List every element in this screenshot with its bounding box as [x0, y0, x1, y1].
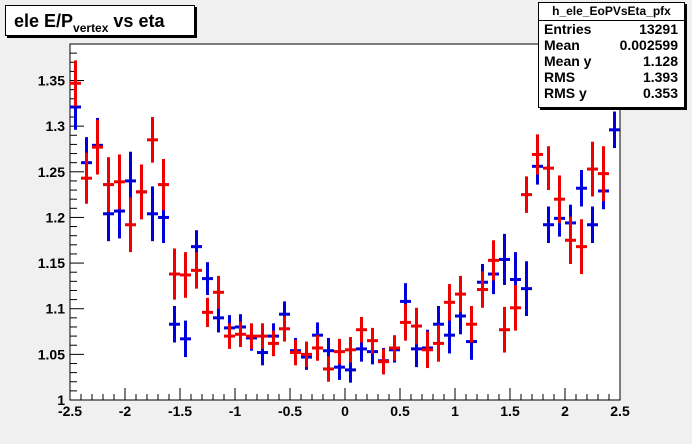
y-tick-label: 1.25 [38, 164, 65, 180]
y-tick-label: 1.2 [46, 209, 66, 225]
x-tick-label: -1.5 [168, 403, 192, 419]
plot-area [69, 43, 621, 401]
x-tick-label: -0.5 [278, 403, 302, 419]
chart-title-box: ele E/Pvertex vs eta [5, 5, 195, 36]
stats-histogram-name: h_ele_EoPVsEta_pfx [539, 3, 684, 21]
stats-value: 1.128 [642, 53, 678, 69]
stats-key: Mean [544, 37, 580, 53]
x-tick-label: 0.5 [390, 403, 410, 419]
stats-value: 13291 [639, 21, 678, 37]
stats-key: RMS y [544, 85, 587, 101]
stats-row: Mean 0.002599 [539, 37, 684, 53]
stats-value: 0.002599 [619, 37, 678, 53]
stats-row: RMS y 0.353 [539, 85, 684, 101]
chart-title: ele E/Pvertex vs eta [14, 11, 165, 35]
y-tick-label: 1 [57, 392, 65, 408]
y-tick-label: 1.3 [46, 118, 66, 134]
x-tick-label: 2.5 [610, 403, 630, 419]
y-tick-label: 1.1 [46, 301, 66, 317]
y-tick-label: 1.35 [38, 73, 65, 89]
x-tick-label: -2 [119, 403, 132, 419]
x-tick-label: 0 [341, 403, 349, 419]
chart-title-main: ele E/P [14, 11, 74, 31]
x-tick-label: 1.5 [500, 403, 520, 419]
x-tick-label: 1 [451, 403, 459, 419]
stats-row: RMS 1.393 [539, 69, 684, 85]
x-tick-label: 2 [561, 403, 569, 419]
stats-row: Entries 13291 [539, 21, 684, 37]
stats-key: RMS [544, 69, 576, 85]
x-tick-label: -1 [229, 403, 242, 419]
chart-title-rest: vs eta [108, 11, 165, 31]
x-tick-label: -2.5 [58, 403, 82, 419]
stats-box: h_ele_EoPVsEta_pfx Entries 13291 Mean 0.00… [538, 2, 685, 108]
stats-key: Entries [544, 21, 592, 37]
stats-value: 1.393 [642, 69, 678, 85]
stats-value: 0.353 [642, 85, 678, 101]
y-tick-label: 1.15 [38, 255, 65, 271]
stats-key: Mean y [544, 53, 592, 69]
y-tick-label: 1.05 [38, 346, 65, 362]
stats-row: Mean y 1.128 [539, 53, 684, 69]
chart-title-subscript: vertex [73, 21, 109, 35]
